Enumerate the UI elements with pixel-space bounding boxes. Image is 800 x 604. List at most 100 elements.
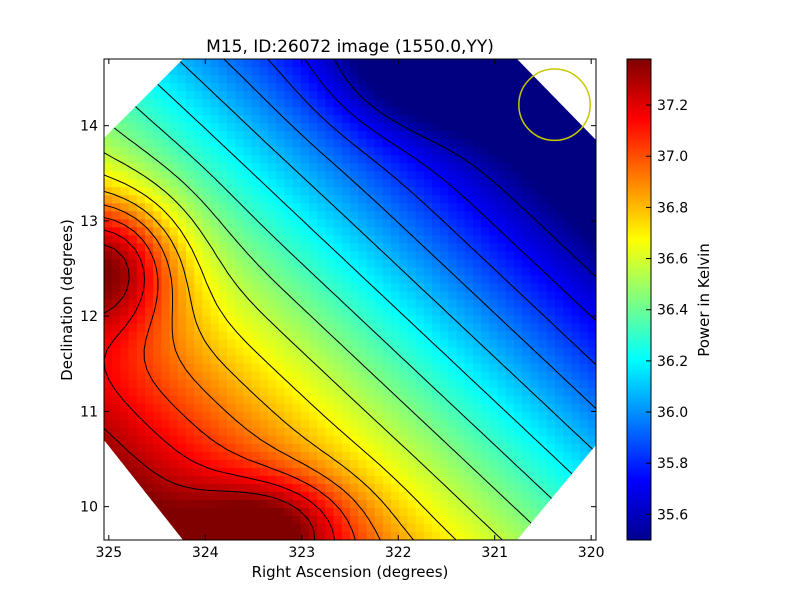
heatmap-cell — [333, 451, 343, 461]
heatmap-cell — [423, 91, 433, 100]
heatmap-cell — [210, 99, 220, 108]
heatmap-cell — [112, 443, 121, 453]
heatmap-cell — [243, 507, 253, 517]
heatmap-cell — [522, 67, 531, 76]
heatmap-cell — [300, 227, 310, 236]
heatmap-cell — [464, 403, 474, 413]
heatmap-cell — [145, 491, 154, 501]
heatmap-cell — [333, 299, 343, 309]
heatmap-cell — [374, 115, 384, 124]
heatmap-cell — [210, 467, 220, 477]
heatmap-cell — [456, 347, 466, 357]
heatmap-cell — [161, 299, 171, 309]
heatmap-cell — [481, 275, 490, 285]
heatmap-cell — [391, 59, 400, 68]
heatmap-cell — [350, 387, 359, 397]
heatmap-cell — [505, 83, 515, 92]
heatmap-cell — [194, 451, 203, 461]
heatmap-cell — [448, 355, 458, 365]
heatmap-cell — [251, 139, 261, 148]
heatmap-cell — [505, 283, 515, 293]
heatmap-cell — [538, 435, 548, 445]
heatmap-cell — [456, 259, 466, 269]
heatmap-cell — [440, 427, 449, 437]
heatmap-cell — [161, 435, 171, 445]
heatmap-cell — [300, 395, 310, 405]
heatmap-cell — [432, 267, 441, 277]
heatmap-cell — [432, 91, 441, 100]
heatmap-cell — [522, 195, 531, 204]
heatmap-cell — [169, 315, 179, 325]
heatmap-cell — [186, 339, 195, 349]
heatmap-cell — [538, 283, 548, 293]
heatmap-cell — [374, 139, 384, 148]
heatmap-cell — [448, 75, 458, 84]
heatmap-cell — [456, 243, 466, 252]
heatmap-cell — [284, 123, 294, 132]
heatmap-cell — [243, 307, 253, 317]
colorbar-label: Power in Kelvin — [695, 243, 713, 357]
heatmap-cell — [104, 499, 113, 509]
heatmap-cell — [399, 323, 408, 333]
heatmap-cell — [587, 451, 596, 461]
heatmap-cell — [136, 299, 146, 309]
heatmap-cell — [563, 419, 572, 429]
heatmap-cell — [235, 363, 244, 373]
heatmap-cell — [268, 139, 277, 148]
heatmap-cell — [104, 139, 113, 148]
heatmap-cell — [415, 507, 425, 517]
heatmap-cell — [497, 355, 507, 365]
heatmap-cell — [522, 499, 531, 509]
heatmap-cell — [136, 459, 146, 469]
heatmap-cell — [522, 227, 531, 236]
heatmap-cell — [112, 291, 121, 301]
heatmap-cell — [505, 219, 515, 228]
heatmap-cell — [415, 91, 425, 100]
heatmap-cell — [440, 91, 449, 100]
heatmap-cell — [505, 507, 515, 517]
heatmap-cell — [169, 99, 179, 108]
heatmap-cell — [145, 467, 154, 477]
heatmap-cell — [300, 531, 310, 540]
heatmap-cell — [399, 419, 408, 429]
heatmap-cell — [505, 267, 515, 277]
y-tick-label: 11 — [80, 404, 98, 420]
heatmap-cell — [579, 299, 589, 309]
heatmap-cell — [538, 475, 548, 485]
heatmap-cell — [497, 251, 507, 261]
heatmap-cell — [243, 499, 253, 509]
heatmap-cell — [177, 171, 187, 180]
heatmap-cell — [120, 275, 130, 285]
heatmap-cell — [325, 259, 335, 269]
heatmap-cell — [284, 107, 294, 116]
heatmap-cell — [210, 507, 220, 517]
heatmap-cell — [440, 451, 449, 461]
heatmap-cell — [415, 403, 425, 413]
heatmap-cell — [432, 339, 441, 349]
heatmap-cell — [350, 299, 359, 309]
heatmap-cell — [333, 411, 343, 421]
heatmap-cell — [391, 307, 400, 317]
heatmap-cell — [563, 459, 572, 469]
heatmap-cell — [161, 155, 171, 164]
contour-line — [104, 152, 503, 540]
heatmap-cell — [104, 347, 113, 357]
heatmap-cell — [374, 131, 384, 140]
heatmap-cell — [153, 459, 162, 469]
heatmap-cell — [128, 331, 138, 341]
heatmap-cell — [514, 163, 523, 172]
heatmap-cell — [218, 99, 228, 108]
heatmap-cell — [300, 139, 310, 148]
heatmap-cell — [489, 387, 499, 397]
heatmap-cell — [112, 83, 121, 92]
heatmap-cell — [391, 419, 400, 429]
heatmap-cell — [407, 315, 417, 325]
heatmap-cell — [391, 395, 400, 405]
heatmap-cell — [555, 155, 564, 164]
heatmap-cell — [522, 523, 531, 533]
heatmap-cell — [235, 339, 244, 349]
heatmap-cell — [218, 451, 228, 461]
heatmap-cell — [136, 435, 146, 445]
heatmap-cell — [555, 83, 564, 92]
heatmap-cell — [587, 515, 596, 525]
